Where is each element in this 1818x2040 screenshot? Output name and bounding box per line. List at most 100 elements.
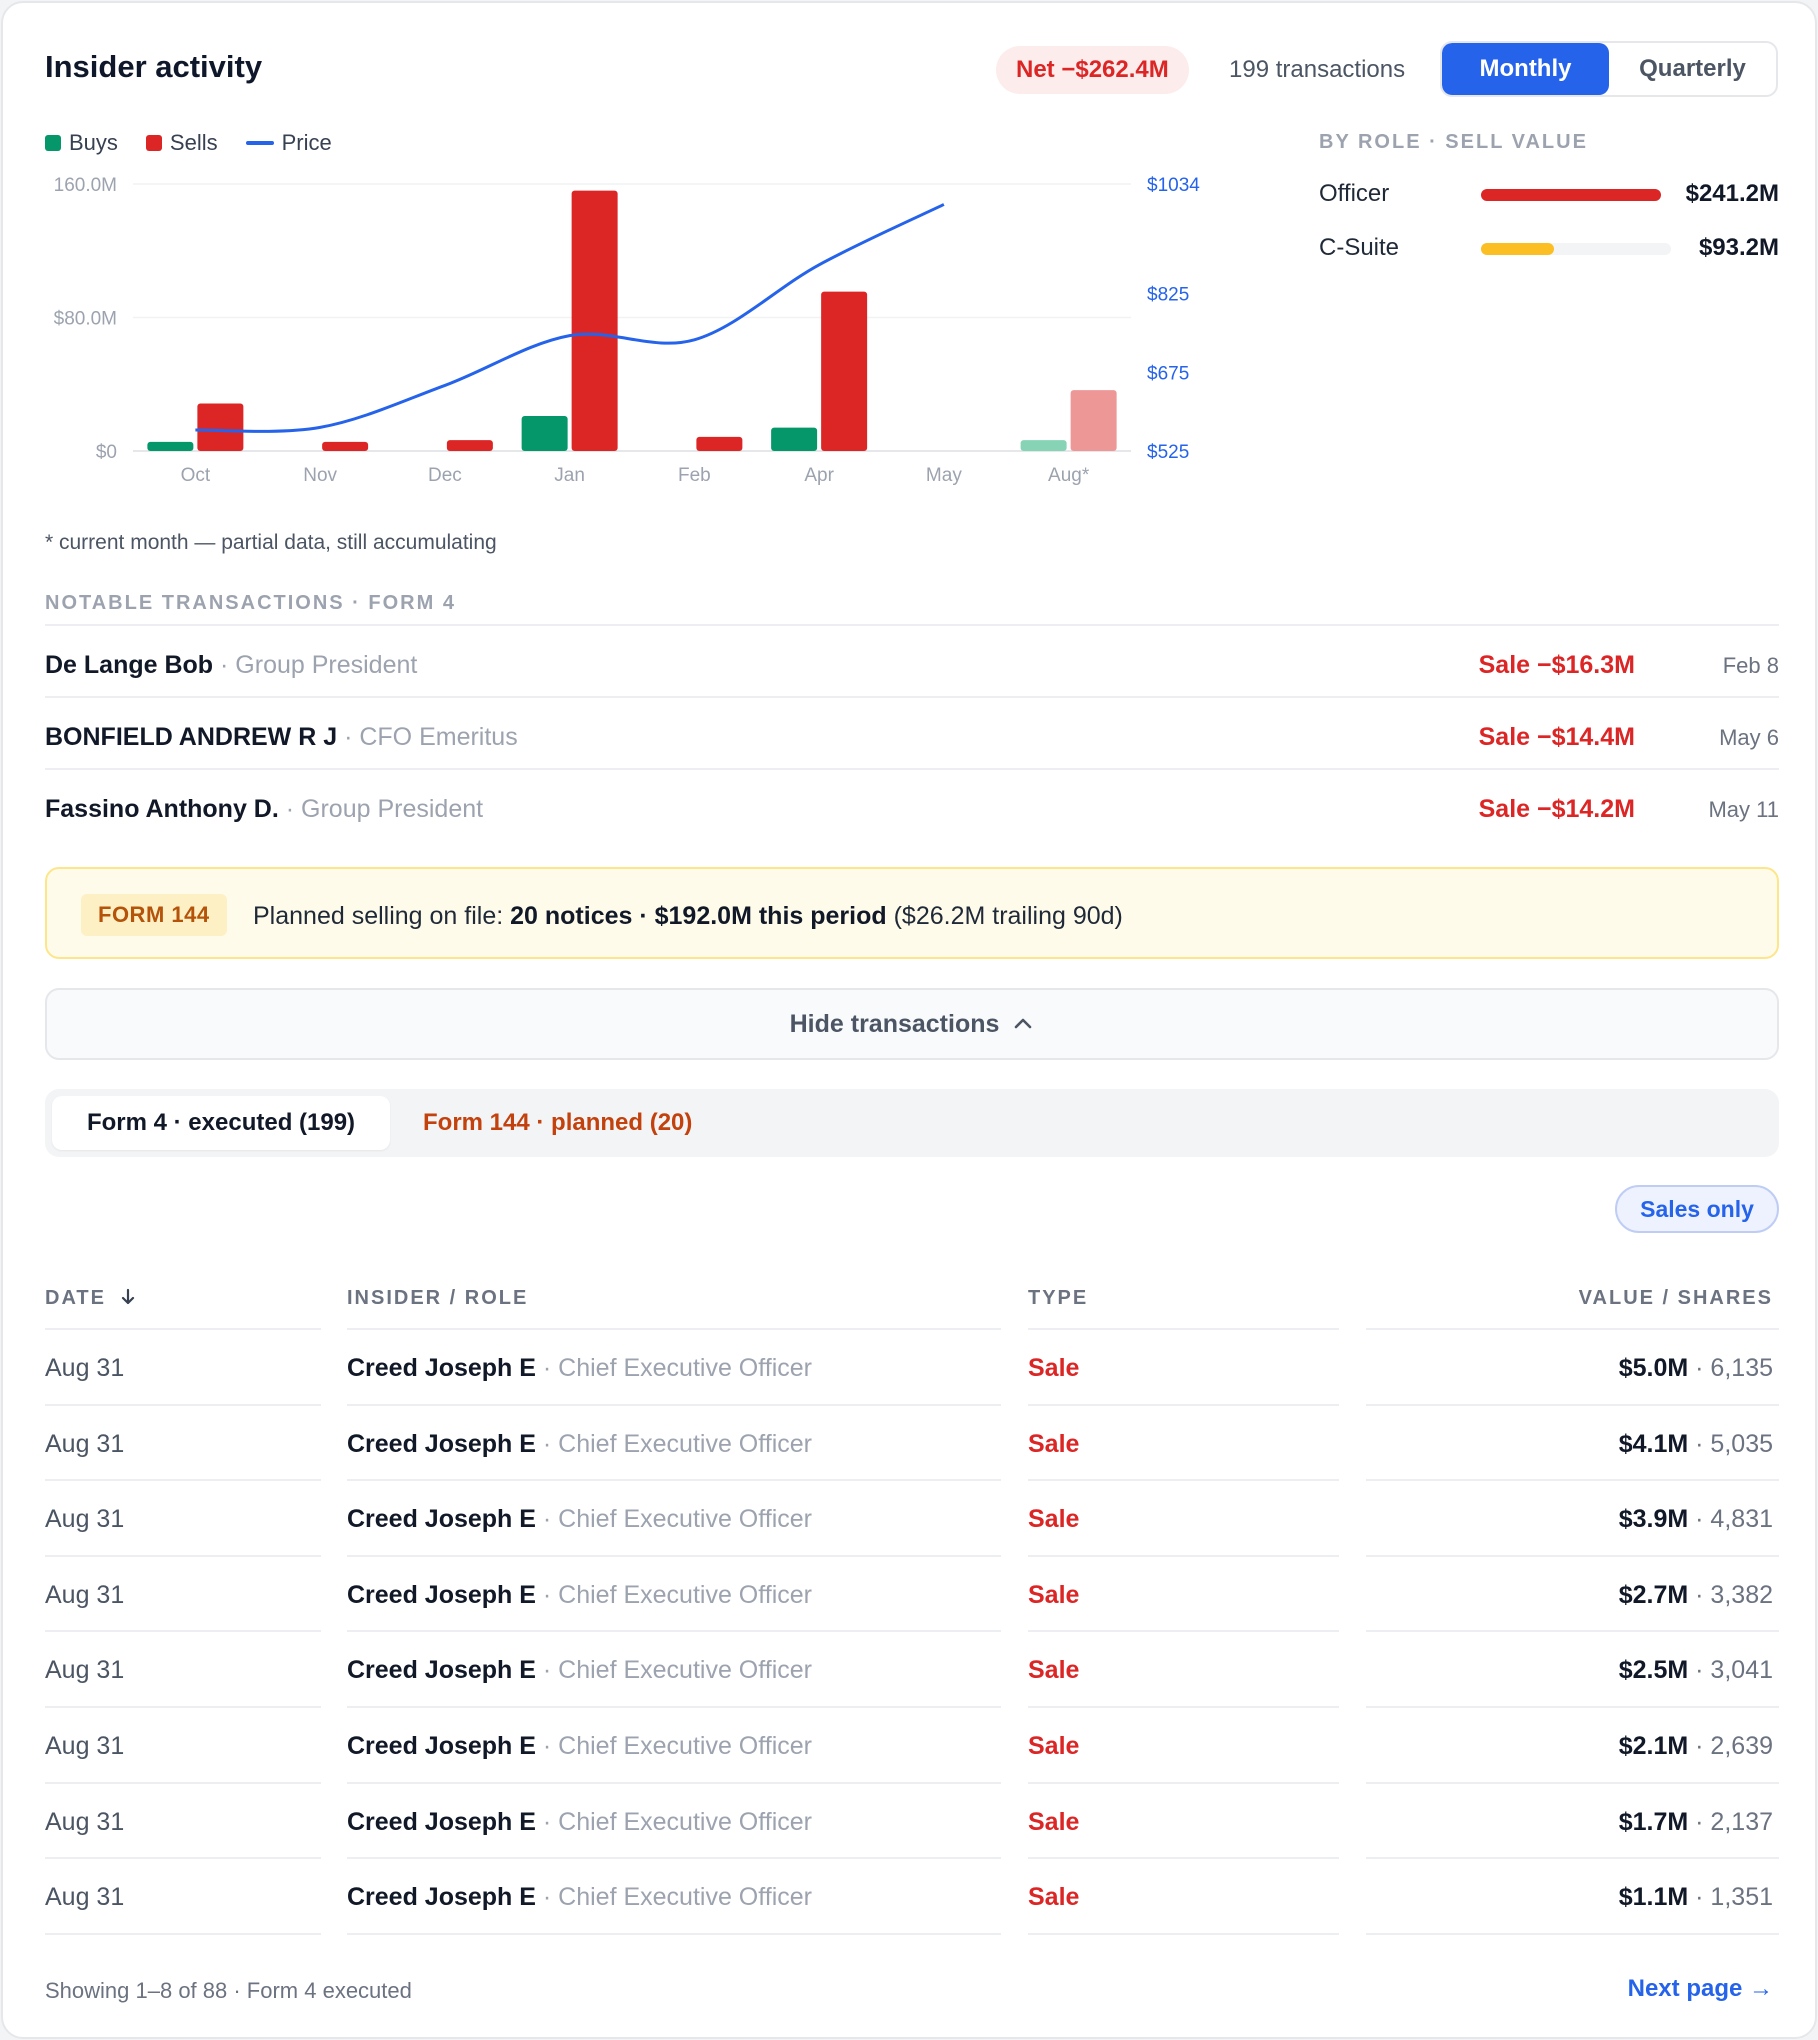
tab-form-144-planned[interactable]: Form 144 · planned (20)	[423, 1109, 693, 1136]
hide-transactions-button[interactable]: Hide transactions	[45, 988, 1779, 1060]
notable-row[interactable]: Fassino Anthony D. · Group President Sal…	[45, 773, 1779, 843]
form-144-highlight: 20 notices · $192.0M this period	[510, 902, 887, 930]
y-left-tick-label: 160.0M	[54, 175, 117, 196]
row-insider: Creed Joseph E · Chief Executive Officer	[347, 1883, 812, 1912]
sells-swatch-icon	[145, 135, 162, 151]
buy-bar	[147, 441, 194, 451]
row-insider: Creed Joseph E · Chief Executive Officer	[347, 1732, 812, 1761]
table-divider	[1028, 1328, 1339, 1330]
row-shares: · 4,831	[1688, 1505, 1773, 1534]
table-divider	[347, 1706, 1001, 1708]
table-divider	[347, 1932, 1001, 1935]
table-divider	[45, 1479, 321, 1482]
notable-row[interactable]: De Lange Bob · Group President Sale −$16…	[45, 629, 1779, 699]
role-row-officer: Officer $241.2M	[1319, 180, 1779, 210]
table-divider	[347, 1328, 1001, 1330]
table-divider	[45, 1403, 321, 1406]
y-left-tick-label: $80.0M	[54, 309, 117, 330]
row-value-amount: $2.1M	[1618, 1732, 1689, 1760]
sell-bar	[446, 440, 493, 451]
row-value-amount: $2.5M	[1618, 1656, 1689, 1685]
sell-bar	[1070, 390, 1117, 451]
transaction-date: May 6	[1719, 725, 1779, 750]
date-header-label: DATE	[45, 1287, 106, 1309]
sale-amount: Sale −$14.2M	[1478, 795, 1635, 823]
row-date: Aug 31	[45, 1505, 125, 1534]
sale-amount: Sale −$14.4M	[1478, 723, 1635, 751]
x-tick-label: Oct	[181, 465, 211, 486]
table-divider	[45, 1932, 321, 1935]
insider-role: · Group President	[278, 795, 484, 823]
table-divider	[1028, 1630, 1339, 1633]
by-role-title: BY ROLE · SELL VALUE	[1319, 131, 1588, 153]
row-value-amount: $1.7M	[1618, 1807, 1689, 1836]
row-insider-role: · Chief Executive Officer	[535, 1807, 812, 1836]
table-divider	[1028, 1857, 1339, 1860]
row-shares: · 3,041	[1688, 1656, 1773, 1685]
table-divider	[347, 1479, 1001, 1482]
quarterly-button[interactable]: Quarterly	[1639, 55, 1746, 82]
sell-bar	[821, 291, 868, 451]
sort-down-arrow-icon	[121, 1288, 134, 1305]
table-divider	[1366, 1479, 1779, 1482]
row-type: Sale	[1028, 1580, 1080, 1609]
row-insider-role: · Chief Executive Officer	[535, 1732, 812, 1760]
column-header-date[interactable]: DATE	[45, 1287, 136, 1310]
pagination-status: Showing 1–8 of 88 · Form 4 executed	[45, 1978, 412, 2003]
x-tick-label: Feb	[678, 465, 711, 486]
role-name: C-Suite	[1319, 234, 1400, 261]
row-type: Sale	[1028, 1656, 1080, 1685]
column-header-insider[interactable]: INSIDER / ROLE	[347, 1287, 529, 1309]
row-insider: Creed Joseph E · Chief Executive Officer	[347, 1581, 812, 1610]
table-divider	[1366, 1328, 1779, 1330]
insider-name: De Lange Bob	[45, 651, 214, 679]
insider-chart: $0 $80.0M 160.0M $525 $675 $825 $1034 Oct Nov Dec…	[54, 175, 1201, 486]
y-right-tick-label: $525	[1147, 442, 1189, 463]
row-value: $1.7M · 2,137	[1619, 1808, 1773, 1837]
x-tick-label: Apr	[804, 465, 834, 486]
legend-sells: Sells	[145, 130, 218, 156]
sales-only-filter[interactable]: Sales only	[1615, 1185, 1779, 1233]
tab-form-4-executed[interactable]: Form 4 · executed (199)	[52, 1096, 390, 1150]
role-value: $93.2M	[1698, 234, 1779, 261]
legend-buys-label: Buys	[69, 130, 118, 155]
table-divider	[1366, 1781, 1779, 1784]
row-date: Aug 31	[45, 1354, 125, 1382]
next-page-link[interactable]: Next page →	[1627, 1975, 1773, 2002]
monthly-button[interactable]: Monthly	[1442, 43, 1609, 95]
notable-transactions-title: NOTABLE TRANSACTIONS · FORM 4	[45, 592, 456, 614]
row-date: Aug 31	[45, 1656, 125, 1685]
sell-bar	[696, 436, 743, 451]
sale-amount: Sale −$16.3M	[1478, 651, 1635, 679]
table-divider	[45, 1554, 321, 1557]
legend-price: Price	[245, 130, 332, 156]
row-insider-name: Creed Joseph E	[347, 1883, 536, 1912]
role-value: $241.2M	[1685, 180, 1779, 207]
period-toggle: Monthly Quarterly	[1440, 41, 1778, 97]
legend-sells-label: Sells	[169, 130, 218, 155]
column-header-value[interactable]: VALUE / SHARES	[1578, 1287, 1773, 1309]
price-line	[195, 203, 945, 433]
y-left-tick-label: $0	[96, 442, 117, 463]
row-insider: Creed Joseph E · Chief Executive Officer	[347, 1656, 812, 1685]
row-insider-role: · Chief Executive Officer	[535, 1505, 812, 1534]
table-divider	[45, 1706, 321, 1708]
legend-price-label: Price	[281, 130, 332, 155]
insider-name: Fassino Anthony D.	[45, 795, 279, 823]
row-shares: · 2,137	[1688, 1807, 1773, 1836]
row-date: Aug 31	[45, 1580, 125, 1609]
row-date: Aug 31	[45, 1732, 125, 1760]
row-insider-role: · Chief Executive Officer	[535, 1354, 812, 1382]
table-divider	[347, 1403, 1001, 1406]
table-divider	[347, 1857, 1001, 1860]
table-divider	[347, 1630, 1001, 1633]
row-value: $1.1M · 1,351	[1619, 1883, 1773, 1912]
legend-buys: Buys	[45, 130, 118, 156]
column-header-type[interactable]: TYPE	[1028, 1287, 1089, 1309]
y-right-tick-label: $1034	[1147, 175, 1200, 196]
row-shares: · 2,639	[1688, 1732, 1773, 1760]
transaction-count: 199 transactions	[1229, 56, 1406, 83]
transaction-date: May 11	[1708, 797, 1779, 822]
notable-row[interactable]: BONFIELD ANDREW R J · CFO Emeritus Sale …	[45, 701, 1779, 771]
x-tick-label: Dec	[428, 465, 462, 486]
